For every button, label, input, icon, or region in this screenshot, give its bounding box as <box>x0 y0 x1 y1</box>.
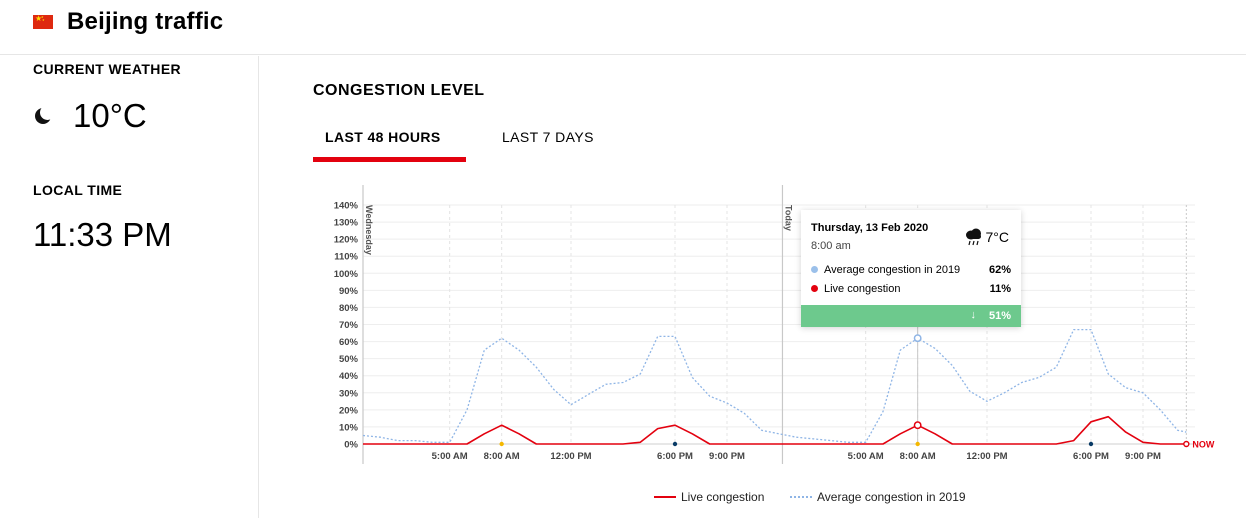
x-axis-marker <box>1088 441 1094 447</box>
tab-last-48-hours[interactable]: LAST 48 HOURS <box>325 129 441 145</box>
y-tick-label: 140% <box>334 201 359 212</box>
y-tick-label: 60% <box>339 337 359 348</box>
tooltip-live-label: Live congestion <box>824 283 901 295</box>
now-point <box>1183 440 1190 448</box>
x-tick-label: 12:00 PM <box>550 451 591 462</box>
x-tick-label: 12:00 PM <box>966 451 1007 462</box>
legend-live-swatch <box>654 496 676 498</box>
series-line-live <box>363 415 1187 445</box>
moon-icon <box>33 105 55 126</box>
tooltip-live-row: Live congestion 11% <box>811 283 1011 295</box>
avg-dot-icon <box>811 266 818 273</box>
tooltip-date: Thursday, 13 Feb 2020 <box>811 222 929 234</box>
legend-avg-label: Average congestion in 2019 <box>817 490 966 504</box>
tooltip-avg-row: Average congestion in 2019 62% <box>811 264 1011 276</box>
day-marker-label: Today <box>783 205 793 231</box>
sidebar: CURRENT WEATHER 10°C LOCAL TIME 11:33 PM <box>0 56 259 518</box>
x-axis-marker <box>672 441 678 447</box>
tooltip-time: 8:00 am <box>811 240 851 252</box>
live-dot-icon <box>811 285 818 292</box>
y-tick-label: 50% <box>339 354 359 365</box>
legend-live[interactable]: Live congestion <box>654 490 764 504</box>
y-tick-label: 70% <box>339 320 359 331</box>
x-tick-label: 9:00 PM <box>1125 451 1161 462</box>
x-tick-label: 5:00 AM <box>848 451 884 462</box>
day-marker-label: Wednesday <box>364 205 374 255</box>
series-line-avg <box>362 328 1187 443</box>
x-tick-label: 8:00 AM <box>484 451 520 462</box>
local-time-label: LOCAL TIME <box>33 182 123 198</box>
arrow-down-icon: ↓ <box>970 309 977 321</box>
chart-tooltip: Thursday, 13 Feb 2020 8:00 am 7°C Averag… <box>801 210 1021 327</box>
x-axis-marker <box>915 441 920 447</box>
y-tick-label: 80% <box>339 303 359 314</box>
y-tick-label: 10% <box>339 422 359 433</box>
y-tick-label: 30% <box>339 388 359 399</box>
congestion-chart[interactable]: 0% 10% 20% 30% 40% 50% 60% 70% 80% 90% 100% 110% 120… <box>300 180 1220 470</box>
section-title: CONGESTION LEVEL <box>313 82 485 99</box>
now-label: NOW <box>1192 440 1215 450</box>
highlight-point-avg <box>913 334 922 343</box>
tooltip-avg-value: 62% <box>988 264 1011 276</box>
rain-cloud-icon <box>965 228 981 246</box>
y-tick-label: 130% <box>334 218 359 229</box>
x-tick-label: 6:00 PM <box>1073 451 1109 462</box>
y-tick-label: 110% <box>334 252 358 263</box>
current-weather-label: CURRENT WEATHER <box>33 61 182 77</box>
tooltip-difference-bar: ↓ 51% <box>801 305 1021 327</box>
current-temperature: 10°C <box>73 97 147 134</box>
tooltip-weather: 7°C <box>964 228 1010 246</box>
current-weather: 10°C <box>33 96 147 136</box>
legend-avg[interactable]: Average congestion in 2019 <box>790 490 966 504</box>
y-tick-label: 100% <box>334 269 359 280</box>
header: ★ ★ ★ Beijing traffic <box>0 0 1246 55</box>
legend-live-label: Live congestion <box>681 490 765 504</box>
active-tab-indicator <box>313 157 466 162</box>
tooltip-difference: 51% <box>988 310 1011 322</box>
x-axis-marker <box>499 441 504 447</box>
x-tick-label: 8:00 AM <box>900 451 936 462</box>
tooltip-live-value: 11% <box>989 283 1011 295</box>
x-tick-label: 5:00 AM <box>432 451 468 462</box>
page-title: Beijing traffic <box>67 8 224 35</box>
x-tick-label: 9:00 PM <box>709 451 745 462</box>
local-time: 11:33 PM <box>33 216 172 253</box>
y-tick-label: 120% <box>334 235 359 246</box>
y-tick-label: 20% <box>339 405 359 416</box>
tooltip-avg-label: Average congestion in 2019 <box>824 264 961 276</box>
tooltip-temperature: 7°C <box>985 229 1010 245</box>
highlight-point-live <box>913 421 922 430</box>
y-tick-label: 90% <box>339 286 359 297</box>
tab-last-7-days[interactable]: LAST 7 DAYS <box>502 129 594 145</box>
x-tick-label: 6:00 PM <box>657 451 693 462</box>
legend-avg-swatch <box>790 496 812 498</box>
china-flag-icon: ★ ★ ★ <box>33 15 53 29</box>
y-tick-label: 40% <box>339 371 359 382</box>
y-tick-label: 0% <box>344 440 358 451</box>
